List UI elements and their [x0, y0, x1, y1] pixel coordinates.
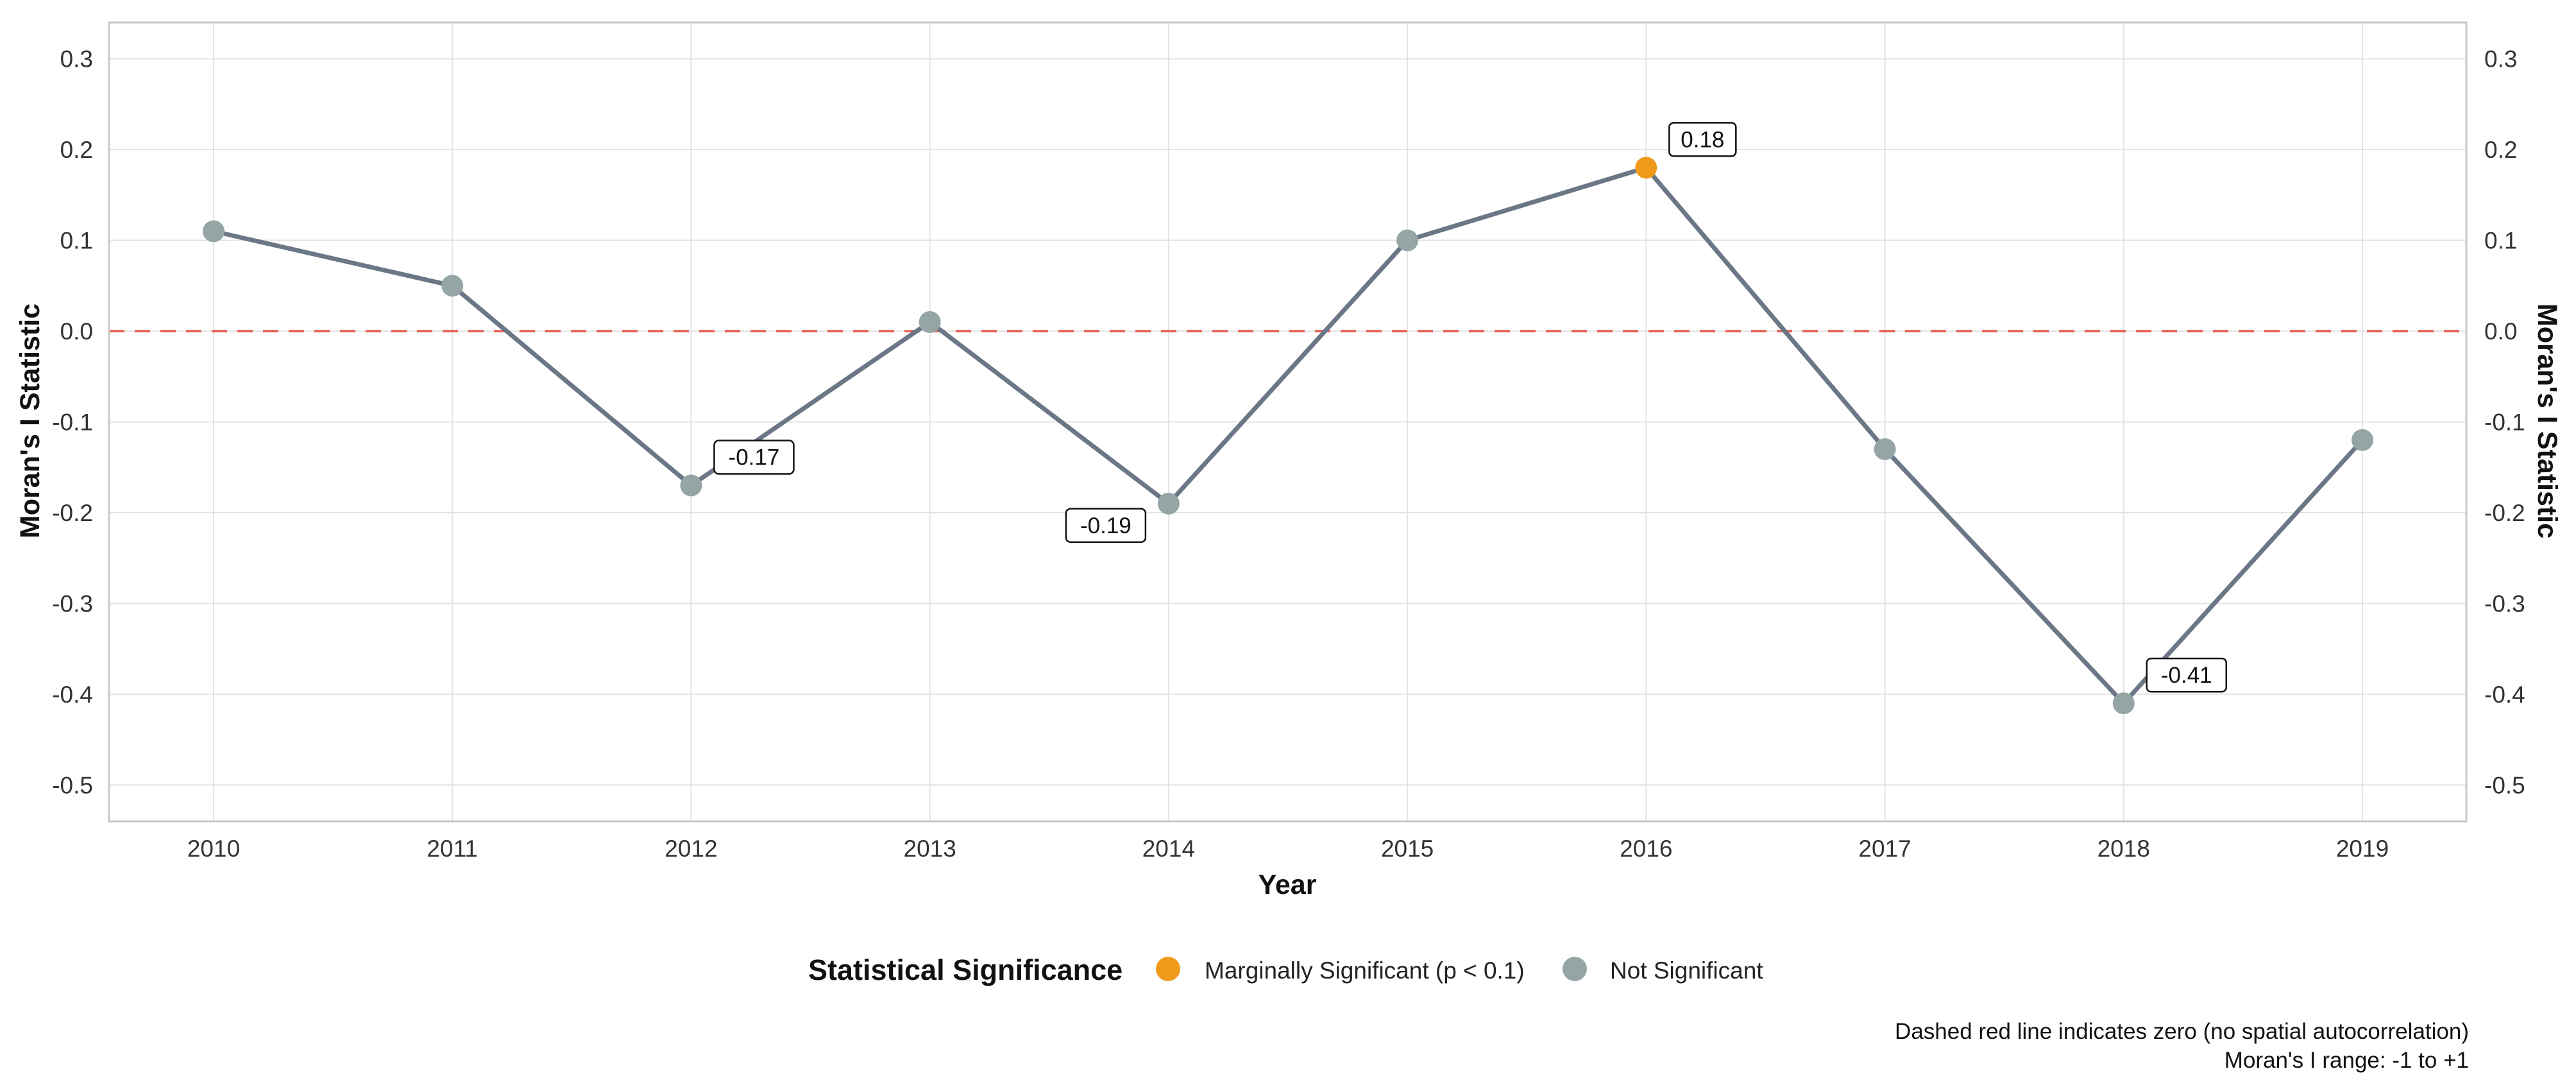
x-axis: 2010 2011 2012 2013 2014 2015 2016 2017 2018 2019	[187, 835, 2389, 862]
legend-label-not-significant: Not Significant	[1610, 957, 1763, 984]
x-tick-2013: 2013	[904, 835, 956, 862]
data-label-2016: 0.18	[1681, 127, 1724, 152]
y-tick-left--0-5: -0.5	[52, 772, 93, 798]
series-line	[213, 165, 2364, 706]
x-tick-2012: 2012	[665, 835, 717, 862]
legend-label-marginally-significant: Marginally Significant (p < 0.1)	[1205, 957, 1525, 984]
data-point-2010	[203, 220, 225, 243]
data-label-box-2012	[713, 440, 795, 475]
y-tick-left-0-0: 0.0	[60, 318, 93, 345]
data-label-box-2018	[2146, 657, 2228, 693]
y-tick-left-0-1: 0.1	[60, 228, 93, 254]
x-tick-2011: 2011	[427, 835, 478, 862]
data-labels: -0.17 -0.19 0.18 -0.41	[713, 122, 2228, 693]
y-tick-right-0-1: 0.1	[2484, 228, 2517, 254]
data-point-2019	[2351, 429, 2373, 451]
x-tick-2010: 2010	[187, 835, 240, 862]
y-axis-title-left: Moran's I Statistic	[15, 304, 46, 538]
y-tick-right--0-1: -0.1	[2484, 409, 2525, 436]
y-axis-left: 0.3 0.2 0.1 0.0 -0.1 -0.2 -0.3 -0.4 -0.5	[52, 46, 93, 799]
data-label-2014: -0.19	[1080, 513, 1131, 538]
y-tick-left--0-4: -0.4	[52, 681, 93, 708]
x-tick-2014: 2014	[1142, 835, 1195, 862]
y-tick-left-0-3: 0.3	[60, 46, 93, 73]
y-tick-right--0-3: -0.3	[2484, 590, 2525, 617]
y-tick-right--0-5: -0.5	[2484, 772, 2525, 798]
data-point-2011	[441, 275, 464, 297]
data-point-2017	[1874, 438, 1896, 460]
panel-border	[108, 21, 2468, 823]
caption-line-1: Dashed red line indicates zero (no spati…	[1895, 1019, 2469, 1044]
y-tick-right--0-4: -0.4	[2484, 681, 2525, 708]
y-tick-left--0-3: -0.3	[52, 590, 93, 617]
y-tick-right-0-3: 0.3	[2484, 46, 2517, 73]
data-label-box-2014	[1065, 508, 1147, 544]
y-tick-left-0-2: 0.2	[60, 137, 93, 163]
data-label-2012: -0.17	[729, 445, 780, 470]
data-point-2018	[2112, 692, 2135, 715]
x-tick-2016: 2016	[1620, 835, 1672, 862]
data-points	[203, 157, 2373, 715]
x-tick-2019: 2019	[2336, 835, 2389, 862]
x-tick-2017: 2017	[1858, 835, 1911, 862]
y-tick-right-0-0: 0.0	[2484, 318, 2517, 345]
data-point-2016	[1635, 157, 1657, 179]
y-tick-left--0-2: -0.2	[52, 500, 93, 526]
legend: Statistical Significance Marginally Sign…	[808, 954, 1763, 986]
data-point-2014	[1157, 492, 1180, 515]
x-axis-title: Year	[1258, 869, 1317, 900]
legend-swatch-marginally-significant	[1156, 957, 1180, 981]
x-tick-2015: 2015	[1381, 835, 1434, 862]
data-label-2018: -0.41	[2161, 663, 2212, 688]
x-tick-2018: 2018	[2097, 835, 2150, 862]
legend-title: Statistical Significance	[808, 954, 1123, 986]
data-point-2013	[919, 311, 941, 333]
y-axis-right: 0.3 0.2 0.1 0.0 -0.1 -0.2 -0.3 -0.4 -0.5	[2484, 46, 2525, 799]
y-tick-left--0-1: -0.1	[52, 409, 93, 436]
data-point-2012	[680, 474, 702, 497]
y-tick-right-0-2: 0.2	[2484, 137, 2517, 163]
grid	[109, 22, 2466, 821]
legend-swatch-not-significant	[1563, 957, 1587, 981]
data-point-2015	[1396, 229, 1419, 252]
y-tick-right--0-2: -0.2	[2484, 500, 2525, 526]
data-label-box-2016	[1668, 122, 1737, 157]
y-axis-title-right: Moran's I Statistic	[2532, 304, 2563, 538]
caption-line-2: Moran's I range: -1 to +1	[2224, 1048, 2469, 1073]
